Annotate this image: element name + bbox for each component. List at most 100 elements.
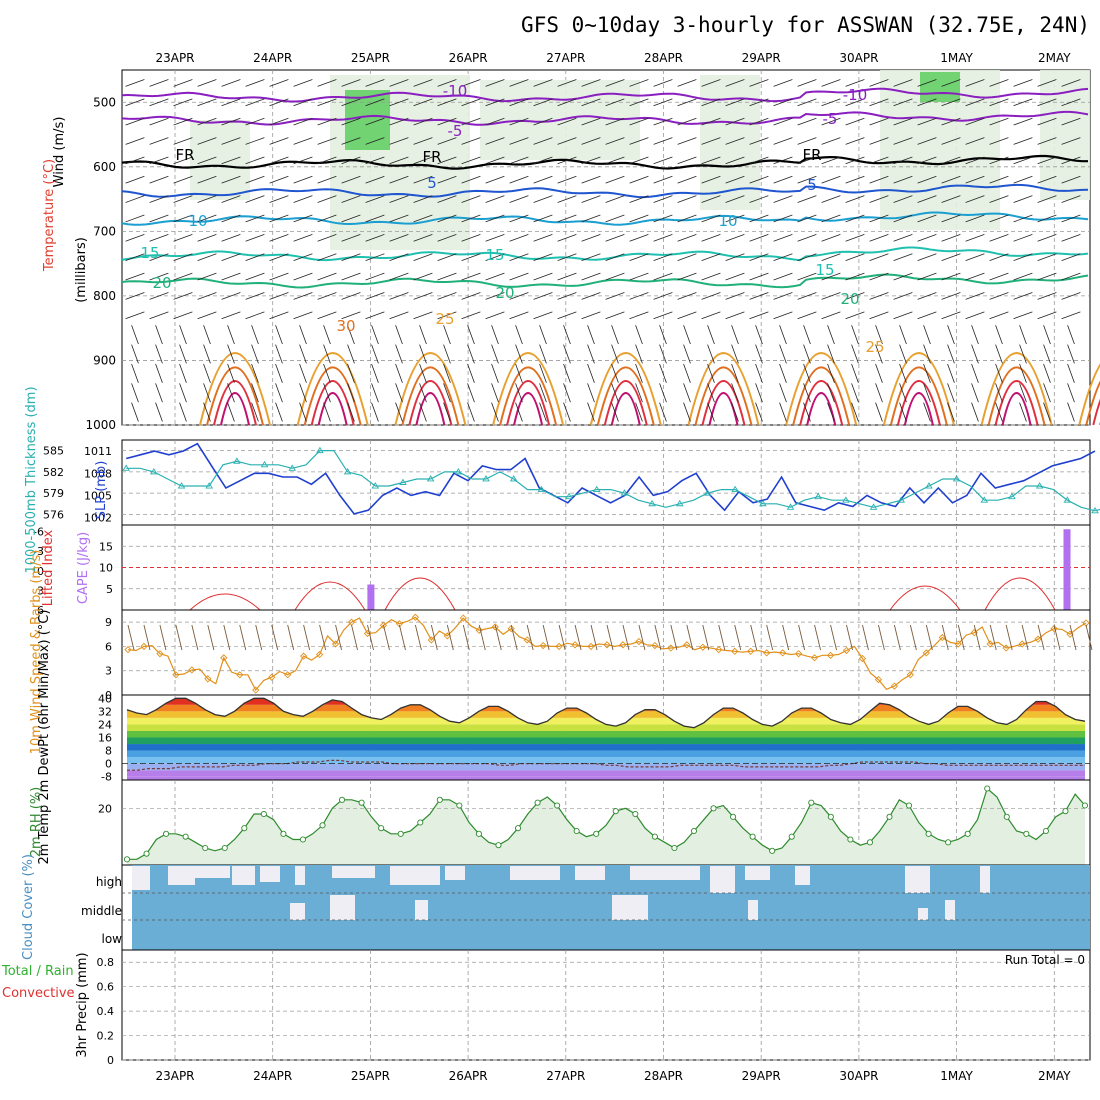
wind-barb [509, 117, 529, 126]
wind-barb [389, 175, 409, 184]
wind-speed-marker [188, 666, 196, 674]
date-label-top: 24APR [253, 51, 292, 65]
wind-barb [413, 195, 433, 203]
wind-speed-marker [427, 636, 436, 644]
wind-barb [287, 624, 295, 651]
isotherm-line [121, 154, 1088, 170]
thickness-marker [150, 468, 158, 475]
wind-barb [221, 234, 241, 242]
wind-barb [845, 234, 865, 242]
rh2m-line [127, 787, 1086, 860]
wind-barb [629, 311, 649, 320]
wind-barb [845, 117, 865, 126]
rh2m-marker [925, 830, 932, 837]
wind-barb [269, 311, 289, 320]
wind-barb [269, 195, 289, 203]
thickness-marker [703, 489, 712, 496]
contour-label: -10 [843, 86, 868, 104]
wind-speed-marker [842, 646, 851, 655]
wind-barb [395, 383, 403, 403]
wind-barb [893, 311, 913, 320]
wind-barb [245, 214, 265, 223]
wind-barb [557, 195, 577, 203]
wind-barb [686, 624, 694, 651]
wind-speed-marker [459, 614, 467, 622]
thickness-tick-label: 579 [43, 487, 64, 500]
wind-barb [509, 79, 529, 87]
wind-barb [269, 98, 289, 107]
wind-barb [731, 344, 739, 364]
wind-barb [197, 117, 217, 126]
wind-barb [1067, 402, 1075, 422]
wind-barb [1013, 311, 1033, 320]
wind-barb [909, 624, 917, 651]
thickness-marker [952, 475, 961, 482]
pressure-tick-label: 600 [93, 160, 116, 174]
wind-barb [851, 344, 859, 364]
wind-barb [131, 325, 139, 345]
wind-barb [821, 292, 841, 300]
wind-barb [351, 624, 358, 651]
precip-tick-label: 0 [107, 1054, 114, 1067]
thickness-marker [869, 503, 878, 510]
wind-barb [485, 195, 505, 203]
wind-barb [173, 292, 193, 300]
wind-barb [485, 137, 505, 145]
wind-barb [1061, 175, 1081, 184]
rh2m-marker [1042, 827, 1049, 835]
wind-barb [965, 117, 985, 126]
wind-barb [269, 214, 289, 223]
wind-barb [437, 234, 457, 242]
wind-barb [245, 175, 265, 184]
temp-band [127, 750, 1085, 758]
wind-barb [437, 311, 457, 320]
rh2m-marker [710, 805, 717, 812]
wind-barb [1019, 383, 1027, 403]
wind-barb [341, 195, 361, 203]
rh2m-marker [339, 796, 346, 803]
wind-barb [251, 363, 259, 383]
thickness-marker [565, 492, 573, 500]
wind-barb [1037, 624, 1045, 651]
wind-barb [779, 363, 787, 383]
ylabel-millibars: (millibars) [74, 237, 89, 303]
wind-barb [995, 344, 1003, 364]
cloud-gap [945, 900, 955, 920]
wind-barb [197, 79, 217, 87]
ylabel-precip-convective: Convective [2, 986, 75, 1001]
isotherm-line [121, 211, 1089, 226]
wind-barb [821, 311, 841, 320]
wind-barb [875, 402, 883, 422]
ylabel-lifted-index: Lifted Index [41, 529, 56, 606]
wind-barb [773, 137, 793, 145]
wind-speed-marker [794, 650, 803, 658]
wind-barb [773, 98, 793, 107]
rh2m-marker [612, 808, 619, 815]
wind-barb [125, 234, 145, 242]
wind-barb [245, 79, 265, 87]
wind-barb [893, 234, 913, 242]
wind-barb [845, 292, 865, 300]
wind-barb [173, 311, 193, 320]
wind-barb [605, 214, 625, 223]
wind-barb [893, 292, 913, 300]
wind-barb [971, 363, 979, 383]
wind-barb [293, 195, 313, 203]
date-axis-bottom: 23APR 24APR 25APR 26APR 27APR 28APR 29APR 30APR… [155, 1069, 1071, 1083]
wind-barb [341, 253, 361, 261]
wind-barb [197, 195, 217, 203]
isotherm-lobe [687, 352, 760, 426]
wind-barb [1037, 272, 1057, 281]
wind-barb [125, 214, 145, 223]
wind-speed-marker [619, 641, 627, 649]
wind-barb [731, 383, 739, 403]
wind-barb [845, 272, 865, 281]
wind-barb [293, 79, 313, 87]
rh2m-marker [475, 830, 482, 837]
wind-barb [1037, 175, 1057, 184]
wind-barb [851, 363, 859, 383]
wind-barb [893, 117, 913, 126]
wind-barb [749, 117, 769, 126]
wind-barb [827, 325, 835, 345]
